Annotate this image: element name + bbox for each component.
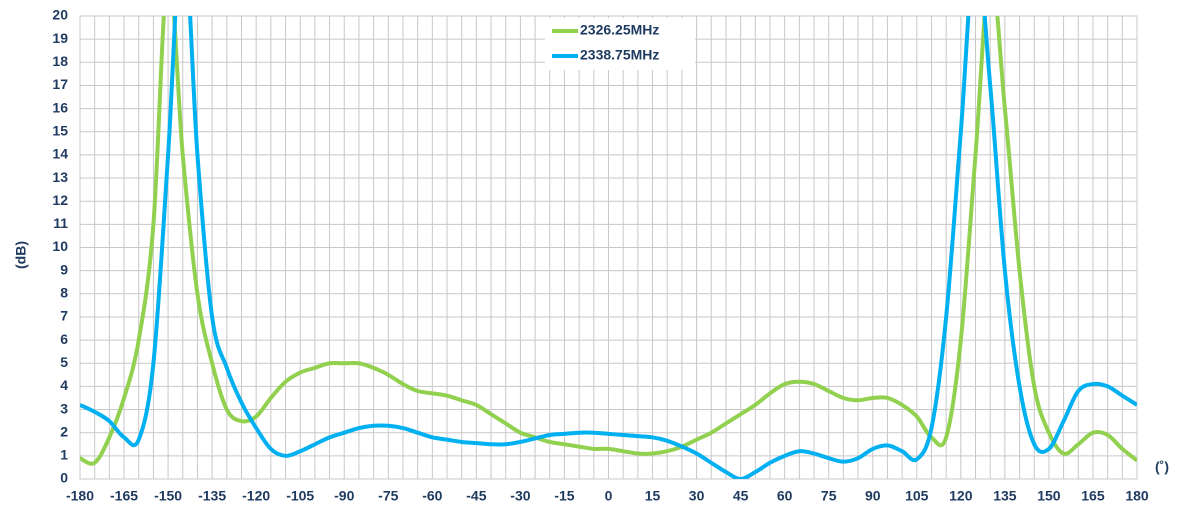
y-tick-label: 16 xyxy=(52,99,68,115)
x-tick-label: -135 xyxy=(198,488,226,504)
y-tick-label: 10 xyxy=(52,238,68,254)
x-tick-label: 75 xyxy=(821,488,837,504)
y-tick-label: 20 xyxy=(52,7,68,23)
x-tick-label: -30 xyxy=(510,488,530,504)
y-tick-label: 1 xyxy=(60,447,68,463)
y-tick-label: 6 xyxy=(60,331,68,347)
x-tick-label: -105 xyxy=(286,488,314,504)
y-tick-label: 5 xyxy=(60,354,68,370)
x-tick-label: 120 xyxy=(949,488,973,504)
y-tick-label: 9 xyxy=(60,261,68,277)
x-tick-label: -75 xyxy=(378,488,398,504)
legend-box xyxy=(545,18,695,70)
legend-label: 2338.75MHz xyxy=(580,47,659,63)
y-tick-label: 18 xyxy=(52,53,68,69)
x-tick-label: 0 xyxy=(605,488,613,504)
y-tick-label: 0 xyxy=(60,470,68,486)
series-line xyxy=(80,16,1137,466)
x-tick-label: 45 xyxy=(733,488,749,504)
x-tick-label: 90 xyxy=(865,488,881,504)
x-tick-label: -180 xyxy=(66,488,94,504)
series-line xyxy=(80,16,1137,479)
x-tick-label: -45 xyxy=(466,488,486,504)
x-axis-label: (˚) xyxy=(1155,459,1169,475)
x-tick-label: 60 xyxy=(777,488,793,504)
y-tick-label: 3 xyxy=(60,400,68,416)
y-tick-label: 8 xyxy=(60,285,68,301)
x-tick-label: -165 xyxy=(110,488,138,504)
y-tick-label: 14 xyxy=(52,146,68,162)
x-tick-label: 105 xyxy=(905,488,929,504)
y-tick-label: 7 xyxy=(60,308,68,324)
y-tick-label: 2 xyxy=(60,423,68,439)
x-tick-label: -15 xyxy=(554,488,574,504)
y-tick-label: 15 xyxy=(52,122,68,138)
x-tick-label: -90 xyxy=(334,488,354,504)
y-tick-label: 17 xyxy=(52,76,68,92)
x-tick-label: -120 xyxy=(242,488,270,504)
x-tick-label: 165 xyxy=(1081,488,1105,504)
plot-border xyxy=(79,15,1138,480)
y-tick-label: 13 xyxy=(52,169,68,185)
y-axis-label: (dB) xyxy=(13,241,29,269)
y-tick-label: 4 xyxy=(60,377,68,393)
x-tick-label: -60 xyxy=(422,488,442,504)
x-tick-label: 15 xyxy=(645,488,661,504)
x-tick-label: -150 xyxy=(154,488,182,504)
x-tick-label: 135 xyxy=(993,488,1017,504)
x-tick-label: 150 xyxy=(1037,488,1061,504)
legend-label: 2326.25MHz xyxy=(580,22,659,38)
y-tick-label: 19 xyxy=(52,30,68,46)
y-tick-label: 11 xyxy=(53,215,68,231)
x-tick-label: 180 xyxy=(1125,488,1149,504)
y-tick-label: 12 xyxy=(52,192,68,208)
x-tick-label: 30 xyxy=(689,488,705,504)
